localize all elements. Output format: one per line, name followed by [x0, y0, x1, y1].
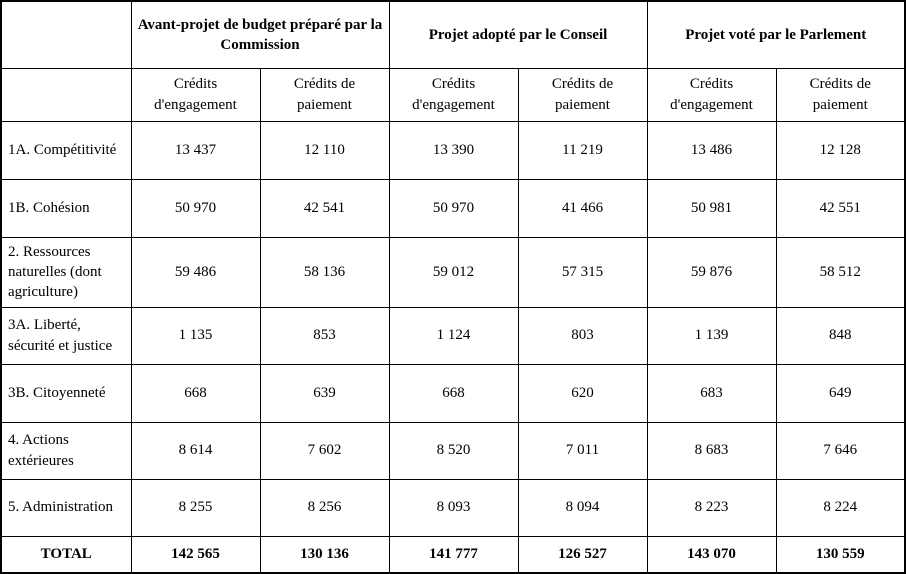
value-cell: 59 876	[646, 236, 777, 308]
value-cell: 42 551	[775, 178, 906, 238]
value-cell: 58 136	[259, 236, 390, 308]
value-cell: 7 011	[517, 421, 648, 480]
total-value-cell: 130 559	[775, 535, 906, 574]
value-cell: 803	[517, 306, 648, 365]
value-cell: 42 541	[259, 178, 390, 238]
value-cell: 639	[259, 363, 390, 423]
value-cell: 12 110	[259, 120, 390, 180]
value-cell: 50 970	[388, 178, 519, 238]
value-cell: 683	[646, 363, 777, 423]
corner-cell-2	[0, 67, 132, 122]
subheader-engagement-commission: Crédits d'engagement	[130, 67, 261, 122]
value-cell: 8 683	[646, 421, 777, 480]
row-label: 3B. Citoyenneté	[0, 363, 132, 423]
total-value-cell: 130 136	[259, 535, 390, 574]
value-cell: 668	[388, 363, 519, 423]
subheader-engagement-parlement: Crédits d'engagement	[646, 67, 777, 122]
table-row: 3A. Liberté, sécurité et justice 1 135 8…	[0, 306, 906, 365]
total-value-cell: 143 070	[646, 535, 777, 574]
value-cell: 848	[775, 306, 906, 365]
value-cell: 7 602	[259, 421, 390, 480]
value-cell: 13 390	[388, 120, 519, 180]
value-cell: 50 981	[646, 178, 777, 238]
value-cell: 41 466	[517, 178, 648, 238]
group-header-commission: Avant-projet de budget préparé par la Co…	[130, 0, 390, 69]
total-row: TOTAL 142 565 130 136 141 777 126 527 14…	[0, 535, 906, 574]
value-cell: 853	[259, 306, 390, 365]
value-cell: 13 437	[130, 120, 261, 180]
value-cell: 649	[775, 363, 906, 423]
value-cell: 8 094	[517, 478, 648, 537]
value-cell: 59 486	[130, 236, 261, 308]
value-cell: 1 135	[130, 306, 261, 365]
value-cell: 7 646	[775, 421, 906, 480]
value-cell: 8 223	[646, 478, 777, 537]
value-cell: 50 970	[130, 178, 261, 238]
value-cell: 57 315	[517, 236, 648, 308]
group-header-row: Avant-projet de budget préparé par la Co…	[0, 0, 906, 69]
value-cell: 59 012	[388, 236, 519, 308]
table-row: 4. Actions extérieures 8 614 7 602 8 520…	[0, 421, 906, 480]
value-cell: 8 224	[775, 478, 906, 537]
total-value-cell: 142 565	[130, 535, 261, 574]
value-cell: 8 614	[130, 421, 261, 480]
table-row: 5. Administration 8 255 8 256 8 093 8 09…	[0, 478, 906, 537]
subheader-engagement-conseil: Crédits d'engagement	[388, 67, 519, 122]
total-value-cell: 126 527	[517, 535, 648, 574]
group-header-conseil: Projet adopté par le Conseil	[388, 0, 648, 69]
value-cell: 8 520	[388, 421, 519, 480]
group-header-parlement: Projet voté par le Parlement	[646, 0, 906, 69]
subheader-paiement-parlement: Crédits de paiement	[775, 67, 906, 122]
subheader-paiement-commission: Crédits de paiement	[259, 67, 390, 122]
row-label: 1B. Cohésion	[0, 178, 132, 238]
table-row: 1A. Compétitivité 13 437 12 110 13 390 1…	[0, 120, 906, 180]
value-cell: 8 256	[259, 478, 390, 537]
value-cell: 8 093	[388, 478, 519, 537]
row-label: 1A. Compétitivité	[0, 120, 132, 180]
value-cell: 58 512	[775, 236, 906, 308]
corner-cell	[0, 0, 132, 69]
total-value-cell: 141 777	[388, 535, 519, 574]
value-cell: 12 128	[775, 120, 906, 180]
row-label: 4. Actions extérieures	[0, 421, 132, 480]
subheader-row: Crédits d'engagement Crédits de paiement…	[0, 67, 906, 122]
value-cell: 1 139	[646, 306, 777, 365]
value-cell: 668	[130, 363, 261, 423]
table-row: 1B. Cohésion 50 970 42 541 50 970 41 466…	[0, 178, 906, 238]
row-label: 3A. Liberté, sécurité et justice	[0, 306, 132, 365]
value-cell: 13 486	[646, 120, 777, 180]
value-cell: 620	[517, 363, 648, 423]
row-label: 2. Ressources naturelles (dont agricultu…	[0, 236, 132, 308]
subheader-paiement-conseil: Crédits de paiement	[517, 67, 648, 122]
table-row: 2. Ressources naturelles (dont agricultu…	[0, 236, 906, 308]
row-label-total: TOTAL	[0, 535, 132, 574]
row-label: 5. Administration	[0, 478, 132, 537]
table-row: 3B. Citoyenneté 668 639 668 620 683 649	[0, 363, 906, 423]
value-cell: 11 219	[517, 120, 648, 180]
value-cell: 8 255	[130, 478, 261, 537]
value-cell: 1 124	[388, 306, 519, 365]
